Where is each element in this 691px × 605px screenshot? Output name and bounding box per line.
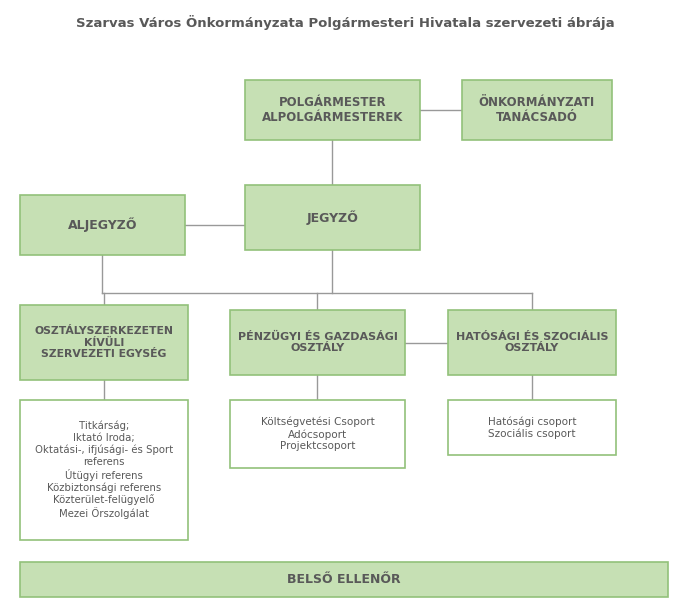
FancyBboxPatch shape: [20, 305, 188, 380]
FancyBboxPatch shape: [20, 562, 668, 597]
FancyBboxPatch shape: [448, 400, 616, 455]
FancyBboxPatch shape: [245, 80, 420, 140]
Text: POLGÁRMESTER
ALPOLGÁRMESTEREK: POLGÁRMESTER ALPOLGÁRMESTEREK: [262, 96, 403, 124]
FancyBboxPatch shape: [462, 80, 612, 140]
FancyBboxPatch shape: [20, 195, 185, 255]
Text: BELSŐ ELLENŐR: BELSŐ ELLENŐR: [287, 573, 401, 586]
FancyBboxPatch shape: [230, 400, 405, 468]
Text: Hatósági csoport
Szociális csoport: Hatósági csoport Szociális csoport: [488, 416, 576, 439]
FancyBboxPatch shape: [20, 400, 188, 540]
Text: Költségvetési Csoport
Adócsoport
Projektcsoport: Költségvetési Csoport Adócsoport Projekt…: [261, 417, 375, 451]
Text: PÉNZÜGYI ÉS GAZDASÁGI
OSZTÁLY: PÉNZÜGYI ÉS GAZDASÁGI OSZTÁLY: [238, 332, 397, 353]
Text: ÖNKORMÁNYZATI
TANÁCSADÓ: ÖNKORMÁNYZATI TANÁCSADÓ: [479, 96, 595, 124]
Text: Titkárság;
Iktató Iroda;
Oktatási-, ifjúsági- és Sport
referens
Útügyi referens
: Titkárság; Iktató Iroda; Oktatási-, ifjú…: [35, 420, 173, 519]
Text: Szarvas Város Önkormányzata Polgármesteri Hivatala szervezeti ábrája: Szarvas Város Önkormányzata Polgármester…: [76, 15, 615, 30]
Text: HATÓSÁGI ÉS SZOCIÁLIS
OSZTÁLY: HATÓSÁGI ÉS SZOCIÁLIS OSZTÁLY: [456, 332, 608, 353]
FancyBboxPatch shape: [448, 310, 616, 375]
FancyBboxPatch shape: [230, 310, 405, 375]
FancyBboxPatch shape: [245, 185, 420, 250]
Text: ALJEGYZŐ: ALJEGYZŐ: [68, 218, 138, 232]
Text: JEGYZŐ: JEGYZŐ: [307, 210, 359, 225]
Text: OSZTÁLYSZERKEZETEN
KÍVÜLI
SZERVEZETI EGYSÉG: OSZTÁLYSZERKEZETEN KÍVÜLI SZERVEZETI EGY…: [35, 326, 173, 359]
